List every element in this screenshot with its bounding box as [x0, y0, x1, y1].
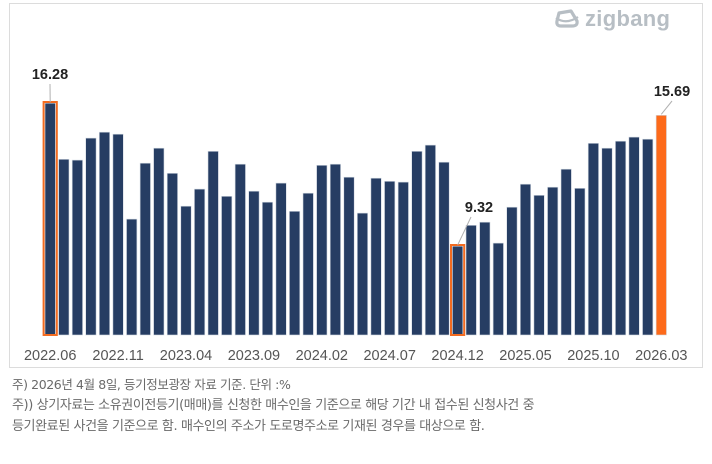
leader-line [457, 216, 472, 246]
x-tick-label: 2026.03 [635, 348, 687, 364]
bar-2024.09 [411, 151, 423, 336]
x-tick-label: 2023.04 [160, 348, 212, 364]
x-tick-label: 2023.09 [228, 348, 280, 364]
bar-2025.03 [492, 242, 504, 336]
bar-2023.05 [194, 188, 206, 336]
x-tick-label: 2024.12 [431, 348, 483, 364]
bar-2024.06 [370, 177, 382, 336]
bar-2026.03 [655, 115, 667, 336]
x-tick-label: 2025.10 [567, 348, 619, 364]
bar-2025.04 [506, 206, 518, 336]
bar-2025.08 [560, 168, 572, 336]
bar-2023.02 [153, 147, 165, 336]
bar-2026.02 [642, 138, 654, 336]
bar-2026.01 [628, 136, 640, 336]
bar-2023.10 [261, 201, 273, 336]
bar-2022.10 [99, 131, 111, 336]
x-tick-label: 2024.07 [363, 348, 415, 364]
data-label: 15.69 [654, 84, 690, 100]
x-tick-label: 2024.02 [296, 348, 348, 364]
bar-2022.07 [58, 159, 70, 336]
bar-2024.10 [424, 144, 436, 336]
leader-line [660, 100, 673, 115]
bar-2022.06 [44, 102, 56, 336]
bar-2023.11 [275, 182, 287, 336]
bar-2023.01 [139, 162, 151, 336]
bar-2022.11 [112, 133, 124, 336]
bar-2024.03 [329, 163, 341, 336]
bar-2025.06 [533, 195, 545, 336]
bar-2024.07 [384, 181, 396, 336]
bar-2023.04 [180, 205, 192, 336]
bar-2025.12 [615, 140, 627, 336]
bar-2022.08 [71, 159, 83, 336]
footnotes: 주) 2026년 4월 8일, 등기정보광장 자료 기준. 단위 :% 주)) … [12, 374, 702, 437]
bar-2022.12 [126, 218, 138, 336]
bar-2025.11 [601, 147, 613, 336]
x-axis-ticks: 2022.06 2022.11 2023.04 2023.09 2024.02 2024.… [24, 348, 688, 364]
bar-2023.03 [166, 173, 178, 336]
bar-series [42, 101, 667, 336]
logo-text: zigbang [585, 6, 671, 31]
footnote-definition-2: 등기완료된 사건을 기준으로 함. 매수인의 주소가 도로명주소로 기재된 경우… [12, 419, 485, 434]
bar-2024.02 [316, 165, 328, 336]
bar-chart: 2022.06 2022.11 2023.04 2023.09 2024.02 2024.… [24, 67, 690, 364]
bar-2023.07 [221, 196, 233, 336]
bar-2025.01 [465, 225, 477, 336]
bar-2025.02 [479, 221, 491, 336]
x-tick-label: 2022.06 [24, 348, 76, 364]
bar-2024.08 [397, 181, 409, 336]
x-tick-label: 2022.11 [92, 348, 143, 364]
x-tick-label: 2025.05 [499, 348, 551, 364]
data-label: 9.32 [465, 200, 493, 216]
bar-2024.04 [343, 176, 355, 336]
bar-2023.09 [248, 190, 260, 336]
bar-2024.11 [438, 161, 450, 336]
zigbang-logo: zigbang [554, 6, 670, 32]
bar-2024.12 [452, 245, 464, 336]
zigbang-logo-icon [555, 9, 579, 28]
bar-2023.06 [207, 151, 219, 336]
bar-2024.01 [302, 192, 314, 336]
bar-2025.10 [587, 143, 599, 336]
footnote-source: 주) 2026년 4월 8일, 등기정보광장 자료 기준. 단위 :% [12, 377, 291, 392]
chart-frame [9, 3, 703, 368]
data-label: 16.28 [32, 67, 68, 83]
bar-2023.08 [234, 163, 246, 336]
bar-2024.05 [356, 212, 368, 336]
bar-2025.09 [574, 188, 586, 336]
bar-2025.07 [547, 186, 559, 336]
bar-2022.09 [85, 137, 97, 336]
bar-2025.05 [519, 183, 531, 336]
data-labels: 16.28 9.32 15.69 [32, 67, 690, 246]
footnote-definition-1: 주)) 상기자료는 소유권이전등기(매매)를 신청한 매수인을 기준으로 해당 … [12, 398, 535, 413]
bar-2023.12 [289, 211, 301, 336]
